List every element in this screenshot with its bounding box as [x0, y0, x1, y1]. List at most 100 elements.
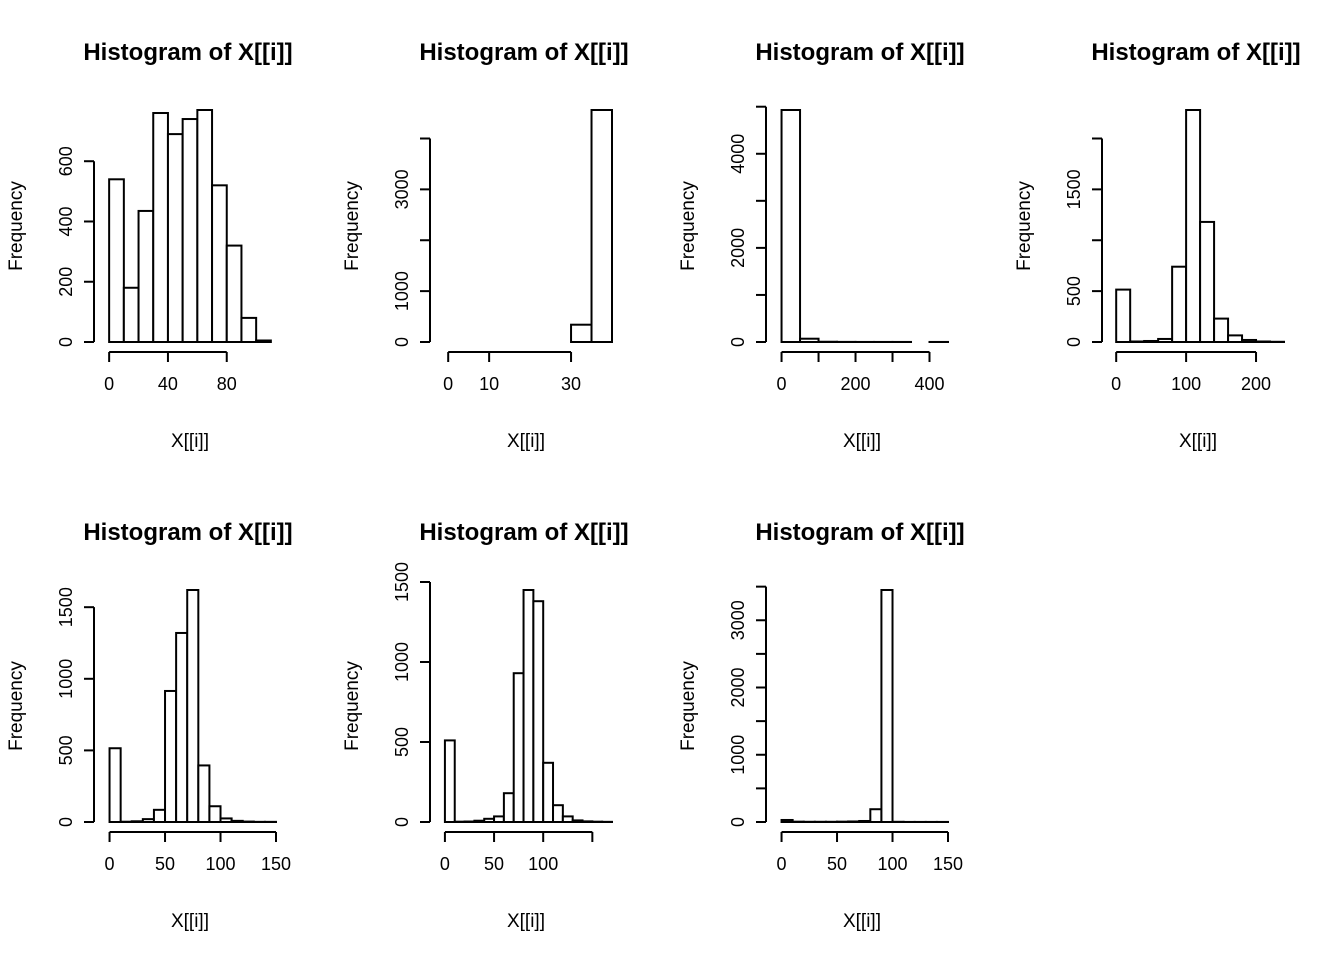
histogram-bar: [522, 589, 535, 823]
y-tick-label: 0: [1064, 337, 1084, 347]
histogram-bar: [780, 818, 794, 823]
histogram-bar: [502, 792, 515, 824]
histogram-bar: [542, 761, 555, 823]
histogram-panel: Histogram of X[[i]] X[[i]] Frequency 0 100 20…: [1014, 39, 1301, 452]
histogram-bar: [108, 178, 125, 343]
y-tick-label: 600: [56, 146, 76, 176]
histogram-bar: [186, 589, 200, 823]
histogram-bar: [483, 817, 496, 823]
y-tick-label: 1500: [1064, 169, 1084, 209]
x-axis-label: X[[i]]: [1179, 431, 1217, 452]
x-tick-label: 30: [561, 374, 581, 394]
histogram-bar: [1129, 340, 1146, 344]
histogram-bar: [219, 817, 233, 823]
x-axis-label: X[[i]]: [507, 431, 545, 452]
x-tick-label: 100: [528, 854, 558, 874]
y-axis-label: Frequency: [1014, 181, 1035, 271]
y-tick-label: 0: [392, 817, 412, 827]
y-tick-label: 1000: [728, 735, 748, 775]
y-axis-label: Frequency: [342, 181, 363, 271]
histogram-bar: [561, 815, 574, 823]
y-tick-label: 500: [392, 727, 412, 757]
x-tick-label: 0: [443, 374, 453, 394]
x-tick-label: 0: [777, 374, 787, 394]
x-tick-label: 100: [205, 854, 235, 874]
histogram-bar: [1199, 220, 1216, 343]
histogram-bar: [869, 808, 883, 823]
histogram-bar: [225, 244, 243, 343]
histogram-bar: [799, 337, 820, 343]
histogram-bar: [1171, 265, 1188, 343]
x-tick-label: 0: [105, 854, 115, 874]
chart-title: Histogram of X[[i]]: [419, 519, 628, 546]
y-tick-label: 1500: [56, 587, 76, 627]
y-tick-label: 2000: [728, 228, 748, 268]
y-axis-label: Frequency: [6, 661, 27, 751]
y-tick-label: 0: [392, 337, 412, 347]
histogram-bar: [532, 600, 545, 823]
histogram-bar: [211, 184, 228, 343]
y-tick-label: 0: [56, 337, 76, 347]
histogram-bar: [581, 820, 594, 823]
x-tick-label: 100: [1171, 374, 1201, 394]
histogram-bar: [197, 764, 211, 823]
histogram-bar: [571, 819, 584, 823]
y-tick-label: 0: [56, 817, 76, 827]
y-tick-label: 0: [728, 817, 748, 827]
histogram-panel: Histogram of X[[i]] X[[i]] Frequency 0 50 100…: [6, 519, 293, 932]
y-tick-label: 4000: [728, 134, 748, 174]
histogram-bar: [1241, 338, 1258, 343]
y-tick-label: 3000: [728, 600, 748, 640]
histogram-bar: [847, 820, 861, 824]
histogram-bar: [164, 689, 178, 823]
histogram-panel: Histogram of X[[i]] X[[i]] Frequency 0 50 100…: [678, 519, 965, 932]
histogram-bar: [1115, 288, 1132, 344]
y-tick-label: 400: [56, 206, 76, 236]
x-tick-label: 40: [158, 374, 178, 394]
x-tick-label: 150: [933, 854, 963, 874]
histogram-bar: [493, 815, 505, 823]
x-tick-label: 0: [777, 854, 787, 874]
chart-title: Histogram of X[[i]]: [755, 519, 964, 546]
histogram-bar: [130, 820, 144, 823]
histogram-panel: Histogram of X[[i]] X[[i]] Frequency 0 40 80 0…: [6, 39, 293, 452]
histogram-panel: Histogram of X[[i]] X[[i]] Frequency 0 200 40…: [678, 39, 965, 452]
chart-title: Histogram of X[[i]]: [83, 519, 292, 546]
x-tick-label: 50: [155, 854, 175, 874]
histogram-bar: [208, 805, 222, 824]
x-axis-label: X[[i]]: [171, 911, 209, 932]
histogram-bar: [255, 339, 272, 343]
histogram-bar: [1157, 337, 1174, 343]
y-axis-label: Frequency: [6, 181, 27, 271]
y-axis-label: Frequency: [342, 661, 363, 751]
x-tick-label: 200: [1241, 374, 1271, 394]
histogram-bar: [175, 631, 189, 823]
histogram-bar: [230, 819, 244, 823]
x-tick-label: 400: [914, 374, 944, 394]
x-axis-label: X[[i]]: [843, 911, 881, 932]
histogram-bar: [166, 133, 184, 343]
y-axis-label: Frequency: [678, 181, 699, 271]
histogram-bar: [152, 808, 167, 823]
y-tick-label: 0: [728, 337, 748, 347]
histogram-bar: [137, 209, 155, 343]
histogram-bar: [570, 323, 593, 343]
x-axis-label: X[[i]]: [507, 911, 545, 932]
histogram-bar: [152, 112, 169, 343]
histogram-bar: [181, 118, 199, 344]
histogram-bar: [858, 819, 872, 823]
histogram-bar: [512, 672, 525, 823]
histogram-bar: [880, 589, 894, 823]
y-tick-label: 200: [56, 267, 76, 297]
histogram-bar: [122, 286, 140, 343]
y-tick-label: 1000: [392, 271, 412, 311]
histogram-bar: [108, 747, 122, 824]
x-tick-label: 100: [877, 854, 907, 874]
x-tick-label: 150: [261, 854, 291, 874]
y-tick-label: 1500: [392, 562, 412, 602]
x-tick-label: 50: [484, 854, 504, 874]
chart-title: Histogram of X[[i]]: [1091, 39, 1300, 66]
x-tick-label: 0: [104, 374, 114, 394]
